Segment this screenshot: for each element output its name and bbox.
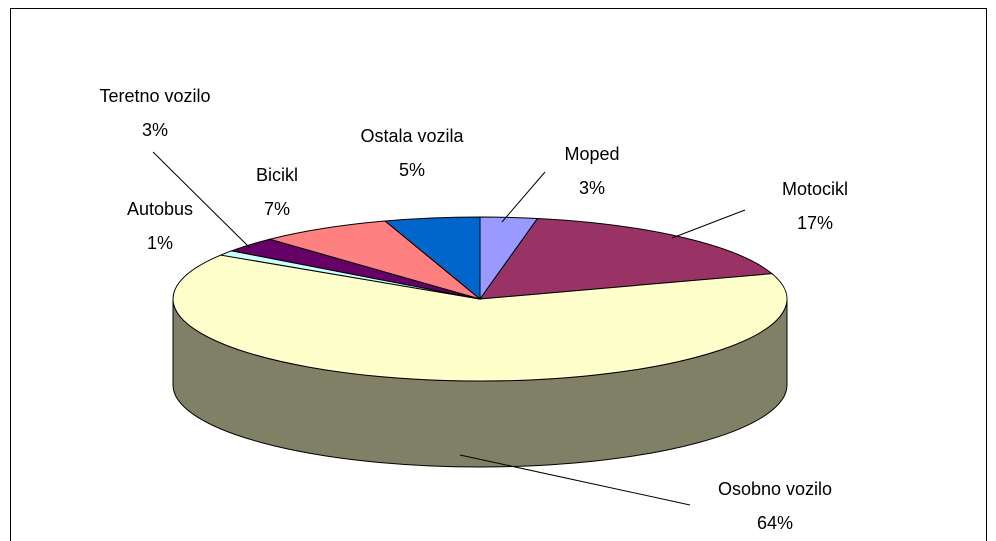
leader-line — [671, 209, 746, 239]
slice-value-label: 5% — [399, 160, 425, 180]
pie-tops — [172, 216, 788, 382]
slice-label: Bicikl — [256, 165, 298, 185]
pie-slice — [172, 254, 788, 382]
pie-slice — [267, 220, 481, 300]
pie-slice — [383, 216, 481, 301]
leader-line — [501, 171, 546, 223]
pie-slice — [478, 217, 774, 300]
slice-label: Motocikl — [782, 179, 848, 199]
slice-label: Moped — [564, 144, 619, 164]
pie-labels: Moped 3% Motocikl 17% Osobno vozilo 64% Autobu… — [99, 86, 848, 533]
slice-label: Autobus — [127, 199, 193, 219]
slice-value-label: 3% — [142, 120, 168, 140]
leader-line — [459, 454, 691, 506]
slice-label: Teretno vozilo — [99, 86, 210, 106]
leader-line — [152, 151, 251, 249]
slice-label: Ostala vozila — [360, 126, 464, 146]
slice-value-label: 17% — [797, 213, 833, 233]
slice-value-label: 1% — [147, 233, 173, 253]
slice-value-label: 3% — [579, 178, 605, 198]
slice-value-label: 7% — [264, 199, 290, 219]
slice-value-label: 64% — [757, 513, 793, 533]
slice-label: Osobno vozilo — [718, 479, 832, 499]
